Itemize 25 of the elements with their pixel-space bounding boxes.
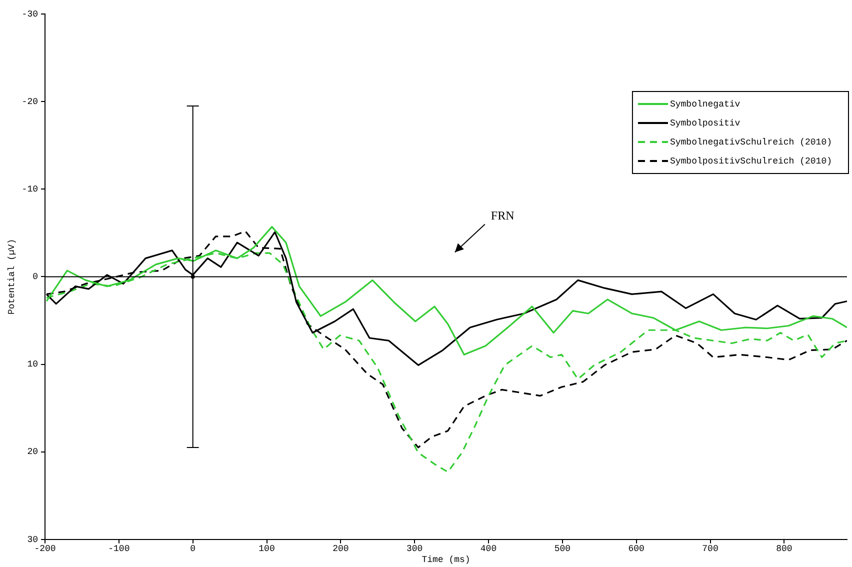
legend-label: SymbolnegativSchulreich (2010) [670,137,832,148]
x-tick-label: 500 [554,544,571,554]
y-tick-label: -10 [22,184,38,195]
x-tick-label: 200 [332,544,349,554]
x-tick-label: 400 [480,544,497,554]
x-tick-label: 0 [190,544,196,554]
x-tick-label: 800 [776,544,792,554]
legend-label: Symbolpositiv [670,118,741,128]
y-tick-label: 10 [27,360,38,370]
x-axis-title: Time (ms) [422,554,470,565]
x-tick-label: -200 [34,544,56,554]
y-tick-label: -30 [22,9,38,20]
x-tick-label: 600 [628,544,644,554]
y-tick-label: 20 [27,447,38,458]
y-tick-label: -20 [22,96,38,107]
x-tick-label: -100 [108,544,130,554]
annotation: FRN [490,208,515,222]
x-tick-label: 300 [406,544,423,554]
y-axis-title: Potential (µV) [6,238,17,315]
x-tick-label: 700 [702,544,718,554]
y-tick-label: 0 [32,272,38,282]
legend-label: Symbolnegativ [670,99,741,110]
x-tick-label: 100 [258,544,275,554]
legend-label: SymbolpositivSchulreich (2010) [670,156,832,166]
y-tick-label: 30 [27,534,38,545]
